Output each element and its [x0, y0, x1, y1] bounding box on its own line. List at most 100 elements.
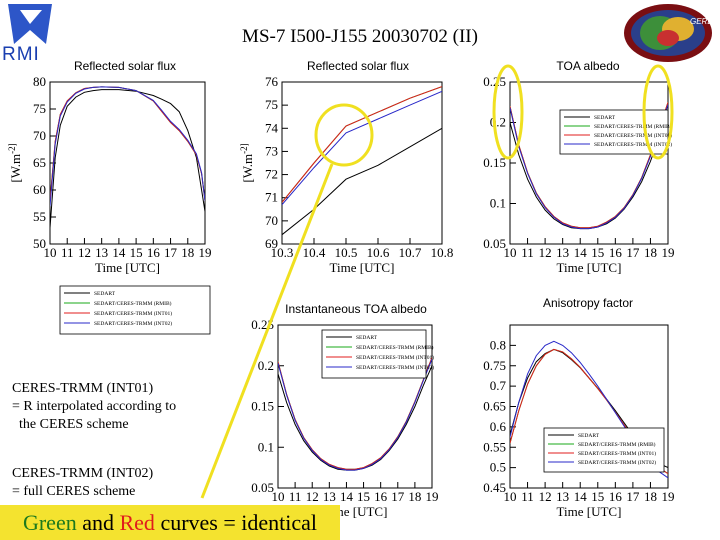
series-line-sedart [50, 89, 205, 228]
highlight-connector-line [200, 163, 334, 499]
legend-inst-toa-albedo: SEDART SEDART/CERES-TRMM (RMIB) SEDART/CER… [321, 329, 434, 379]
note-int01: CERES-TRMM (INT01) = R interpolated acco… [12, 380, 232, 434]
y-tick-label: 0.55 [483, 439, 506, 454]
y-tick-label: 0.05 [483, 236, 506, 251]
x-tick-label: 11 [521, 245, 534, 260]
y-axis-label: [W.m-2] [239, 143, 255, 182]
x-tick-label: 10.3 [271, 245, 294, 260]
x-tick-label: 17 [626, 489, 640, 504]
series-line-rmib [282, 86, 442, 203]
banner-green-word: Green [22, 510, 77, 535]
y-tick-label: 0.25 [483, 74, 506, 89]
x-tick-label: 12 [539, 245, 552, 260]
y-tick-label: 0.5 [490, 460, 506, 475]
x-tick-label: 10.4 [303, 245, 326, 260]
x-axis-label: Time [UTC] [557, 260, 622, 275]
legend-label-sedart: SEDART [578, 433, 600, 439]
chart-title: TOA albedo [556, 59, 619, 73]
plot-frame [281, 81, 443, 245]
note-int01-line-1: CERES-TRMM (INT01) [12, 381, 154, 396]
note-int02-line-2: = full CERES scheme [12, 484, 136, 499]
x-tick-label: 13 [323, 489, 336, 504]
x-tick-label: 10.7 [399, 245, 422, 260]
x-tick-label: 19 [426, 489, 439, 504]
highlight-circle-zoom [314, 103, 374, 167]
y-axis-label-superscript: -2] [239, 143, 249, 154]
y-tick-label: 0.8 [490, 337, 506, 352]
x-tick-label: 19 [662, 489, 675, 504]
x-tick-label: 13 [556, 489, 569, 504]
series-group [50, 86, 205, 228]
x-tick-label: 12 [78, 245, 91, 260]
x-tick-label: 15 [591, 245, 604, 260]
chart-title: Reflected solar flux [307, 59, 409, 73]
legend-label-sedart: SEDART [356, 335, 378, 341]
banner-red-word: Red [119, 510, 155, 535]
x-tick-label: 10.5 [335, 245, 358, 260]
x-tick-label: 18 [181, 245, 194, 260]
series-line-int02 [50, 86, 205, 207]
y-tick-label: 71 [265, 190, 278, 205]
y-tick-label: 55 [33, 209, 46, 224]
x-tick-label: 10 [504, 245, 517, 260]
highlight-ellipse-left [492, 64, 524, 160]
x-tick-label: 14 [574, 489, 588, 504]
y-tick-label: 0.15 [251, 399, 274, 414]
series-line-sedart [282, 127, 442, 236]
series-line-sedart [278, 365, 432, 471]
y-tick-label: 50 [33, 236, 46, 251]
x-tick-label: 15 [130, 245, 143, 260]
x-tick-label: 14 [340, 489, 354, 504]
x-tick-label: 15 [591, 489, 604, 504]
x-tick-label: 16 [609, 489, 623, 504]
note-int01-line-3: the CERES scheme [12, 417, 129, 432]
y-tick-label: 80 [33, 74, 46, 89]
legend-label-rmib: SEDART/CERES-TRMM (RMIB) [356, 344, 434, 351]
x-tick-label: 17 [626, 245, 640, 260]
x-tick-label: 12 [306, 489, 319, 504]
legend-label-rmib: SEDART/CERES-TRMM (RMIB) [594, 123, 672, 130]
y-axis-label-superscript: -2] [7, 143, 17, 154]
highlight-annotations [200, 64, 674, 499]
x-tick-label: 16 [374, 489, 388, 504]
y-tick-label: 60 [33, 182, 46, 197]
logo-text: RMI [2, 44, 40, 65]
series-line-int01 [50, 86, 205, 201]
legend-label-rmib: SEDART/CERES-TRMM (RMIB) [94, 300, 172, 307]
series-group [282, 86, 442, 236]
x-tick-label: 16 [147, 245, 161, 260]
legend-label-rmib: SEDART/CERES-TRMM (RMIB) [578, 441, 656, 448]
y-tick-label: 74 [265, 120, 279, 135]
banner-rest: curves = identical [154, 510, 318, 535]
x-tick-label: 11 [61, 245, 74, 260]
x-tick-label: 19 [662, 245, 675, 260]
x-tick-label: 18 [644, 489, 657, 504]
x-tick-label: 10 [504, 489, 517, 504]
page-title: MS-7 I500-J155 20030702 (II) [242, 26, 478, 47]
x-tick-label: 17 [164, 245, 178, 260]
x-tick-label: 13 [95, 245, 108, 260]
series-line-int02 [510, 104, 668, 230]
y-tick-label: 70 [265, 213, 278, 228]
legend-label-int02: SEDART/CERES-TRMM (INT02) [356, 364, 434, 371]
x-tick-label: 16 [609, 245, 623, 260]
chart-title: Reflected solar flux [74, 59, 176, 73]
y-tick-label: 69 [265, 236, 278, 251]
x-tick-label: 17 [391, 489, 405, 504]
y-tick-label: 0.1 [490, 196, 506, 211]
rmi-logo [8, 4, 52, 44]
series-line-rmib [50, 86, 205, 201]
y-tick-label: 73 [265, 143, 278, 158]
conclusion-banner: Green and Red curves = identical [0, 505, 340, 540]
y-tick-label: 70 [33, 128, 46, 143]
legend-box [321, 329, 427, 379]
y-tick-label: 0.2 [258, 358, 274, 373]
legend-anisotropy: SEDART SEDART/CERES-TRMM (RMIB) SEDART/CER… [543, 427, 665, 473]
y-tick-label: 75 [33, 101, 46, 116]
legend-label-sedart: SEDART [594, 115, 616, 121]
y-tick-label: 0.65 [483, 399, 506, 414]
y-tick-label: 0.6 [490, 419, 507, 434]
x-tick-label: 10 [44, 245, 57, 260]
y-tick-label: 72 [265, 167, 278, 182]
